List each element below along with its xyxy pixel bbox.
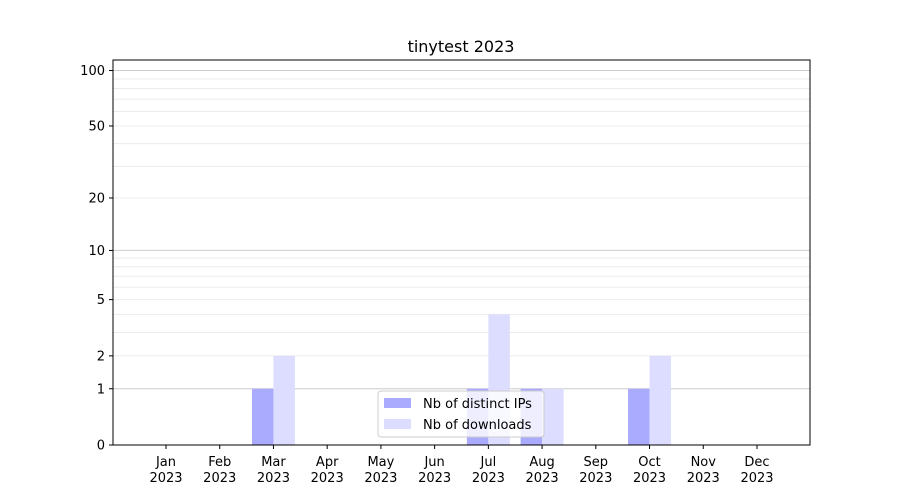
x-tick-label-month: Dec (744, 455, 769, 470)
x-tick-label-month: Jun (423, 455, 444, 470)
y-tick-label: 10 (88, 244, 105, 259)
x-tick-label-month: Jul (480, 455, 497, 470)
y-tick-label: 1 (97, 382, 105, 397)
grid (113, 70, 810, 390)
y-tick-label: 2 (97, 349, 105, 364)
bar-ips-mar (251, 388, 274, 445)
x-tick-label-year: 2023 (418, 471, 451, 486)
y-tick-label: 5 (97, 293, 105, 308)
x-tick-label-year: 2023 (740, 471, 773, 486)
x-tick-label-year: 2023 (633, 471, 666, 486)
chart-title: tinytest 2023 (408, 37, 515, 56)
bar-downloads-oct (649, 355, 672, 445)
x-tick-label-year: 2023 (257, 471, 290, 486)
bar-ips-oct (628, 388, 650, 445)
x-tick-label-month: May (367, 455, 394, 470)
x-tick-label-year: 2023 (203, 471, 236, 486)
x-axis: Jan2023Feb2023Mar2023Apr2023May2023Jun20… (149, 445, 774, 486)
bar-downloads-aug (542, 388, 564, 445)
x-tick-label-year: 2023 (579, 471, 612, 486)
legend: Nb of distinct IPs Nb of downloads (377, 390, 545, 438)
legend-swatch-ips (384, 398, 411, 408)
y-tick-label: 20 (88, 191, 105, 206)
x-tick-label-year: 2023 (472, 471, 505, 486)
legend-frame (377, 390, 545, 438)
x-tick-label-month: Nov (691, 455, 717, 470)
legend-swatch-downloads (384, 419, 411, 429)
legend-label-ips: Nb of distinct IPs (423, 397, 532, 412)
bar-downloads-mar (273, 355, 295, 445)
y-tick-label: 100 (80, 64, 105, 79)
y-tick-label: 0 (97, 439, 105, 454)
x-tick-label-month: Sep (584, 455, 609, 470)
x-tick-label-year: 2023 (526, 471, 559, 486)
x-tick-label-year: 2023 (687, 471, 720, 486)
y-axis: 0 1 2 5 10 20 50 100 (80, 64, 113, 454)
y-tick-label: 50 (88, 119, 105, 134)
x-tick-label-month: Jan (155, 455, 176, 470)
x-tick-label-year: 2023 (149, 471, 182, 486)
x-tick-label-month: Feb (208, 455, 231, 470)
plot-frame (112, 59, 811, 446)
legend-label-downloads: Nb of downloads (423, 418, 532, 433)
x-tick-label-month: Aug (529, 455, 554, 470)
x-tick-label-month: Oct (638, 455, 660, 470)
x-tick-label-year: 2023 (364, 471, 397, 486)
x-tick-label-month: Mar (261, 455, 286, 470)
x-tick-label-year: 2023 (311, 471, 344, 486)
x-tick-label-month: Apr (316, 455, 339, 470)
